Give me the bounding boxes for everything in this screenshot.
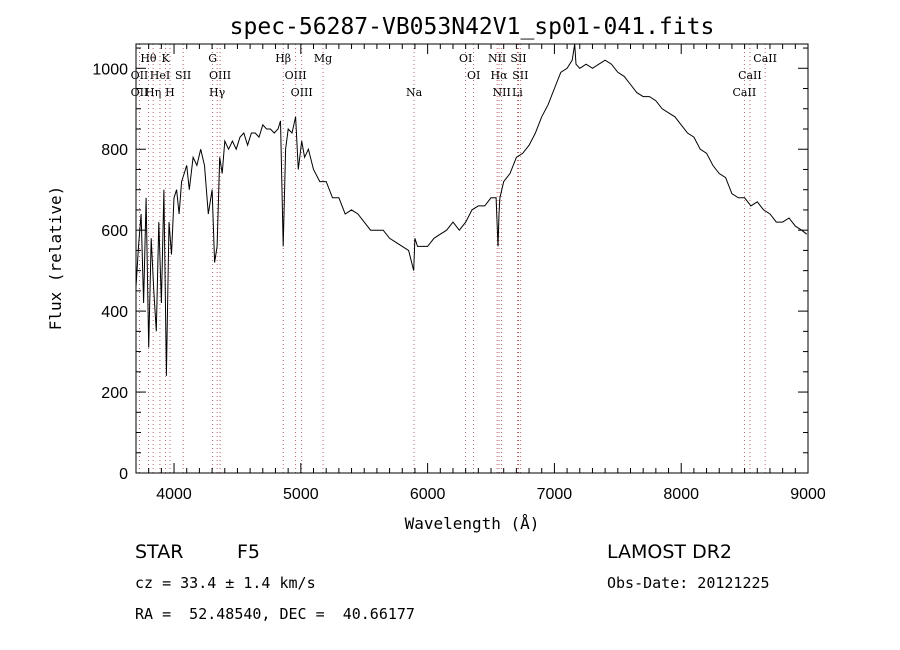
y-tick-label: 1000 (92, 61, 128, 78)
line-annotation: OI (467, 69, 480, 82)
line-annotation: OIII (209, 69, 231, 82)
y-tick-label: 400 (101, 304, 128, 321)
y-tick-label: 0 (119, 466, 128, 483)
line-annotation: OI (459, 52, 472, 65)
x-tick-label: 9000 (790, 486, 826, 503)
x-tick-label: 7000 (537, 486, 573, 503)
x-tick-label: 4000 (156, 486, 192, 503)
line-annotation: Hγ (209, 86, 226, 99)
line-annotation: Hα (490, 69, 508, 82)
line-annotation: Hβ (275, 52, 291, 65)
line-annotation: Mg (314, 52, 332, 65)
line-annotation: SII (510, 52, 526, 65)
line-annotation: OII (131, 86, 149, 99)
line-annotation: Hθ (140, 52, 157, 65)
coordinates: RA = 52.48540, DEC = 40.66177 (135, 605, 415, 623)
line-annotation: NII (488, 52, 506, 65)
emission-line-markers (139, 44, 766, 473)
chart-title: spec-56287-VB053N42V1_sp01-041.fits (230, 14, 715, 40)
y-axis-ticks: 0 200 400 600 800 1000 (92, 47, 808, 483)
line-annotation: CaII (738, 69, 762, 82)
x-axis-ticks: 4000 5000 6000 7000 8000 9000 (135, 44, 826, 503)
observation-date: Obs-Date: 20121225 (607, 574, 770, 592)
line-annotation: CaII (753, 52, 777, 65)
y-tick-label: 800 (101, 142, 128, 159)
x-axis-label: Wavelength (Å) (405, 514, 540, 533)
y-axis-label: Flux (relative) (46, 186, 65, 331)
y-tick-label: 200 (101, 385, 128, 402)
line-annotation: K (162, 52, 171, 65)
survey-name: LAMOST DR2 (607, 541, 732, 563)
line-annotation: OIII (291, 86, 313, 99)
x-tick-label: 5000 (283, 486, 319, 503)
line-annotation: OIII (285, 69, 307, 82)
object-class: STAR (135, 541, 184, 563)
plot-frame (135, 43, 809, 474)
object-subclass: F5 (237, 541, 261, 563)
spectrum-line (135, 43, 808, 376)
line-annotation: HeI (150, 69, 170, 82)
y-tick-label: 600 (101, 223, 128, 240)
line-annotation: Hη (145, 86, 161, 99)
line-annotation: Li (512, 86, 523, 99)
line-annotation: G (208, 52, 217, 65)
line-annotation: CaII (733, 86, 757, 99)
line-annotation: SII (512, 69, 528, 82)
line-annotation: Na (406, 86, 423, 99)
x-tick-label: 8000 (663, 486, 699, 503)
line-annotation: OII (131, 69, 149, 82)
line-annotation: NII (493, 86, 511, 99)
redshift-velocity: cz = 33.4 ± 1.4 km/s (135, 574, 316, 592)
line-annotation: SII (175, 69, 191, 82)
x-tick-label: 6000 (410, 486, 446, 503)
line-annotation: H (165, 86, 175, 99)
